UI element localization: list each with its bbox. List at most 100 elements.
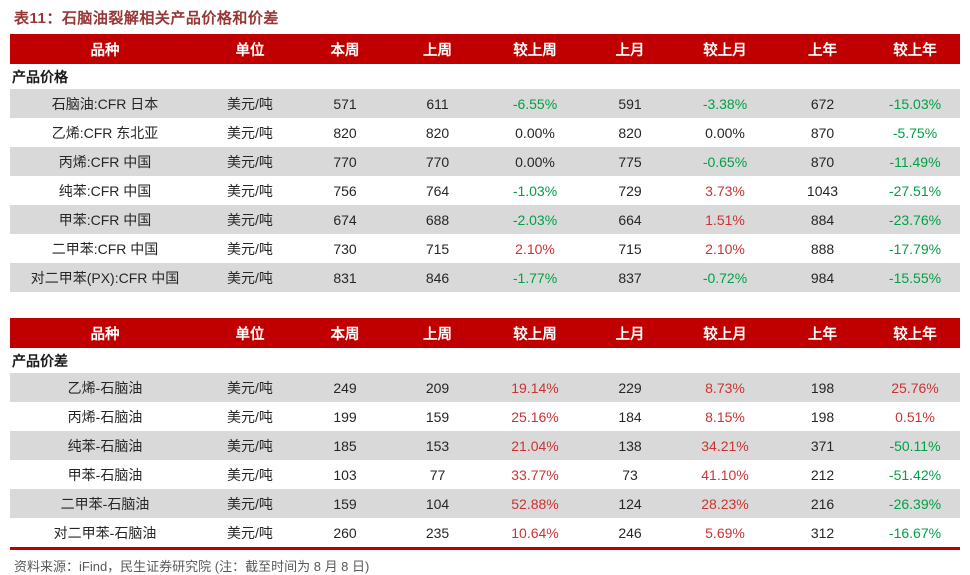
column-header: 上月 bbox=[585, 318, 675, 348]
value-cell: 770 bbox=[333, 153, 357, 170]
value-cell: 0.00% bbox=[515, 124, 555, 141]
product-name-cell: 甲苯-石脑油 bbox=[67, 466, 143, 483]
column-header: 较上年 bbox=[870, 318, 960, 348]
value-cell: 2.10% bbox=[705, 240, 745, 257]
value-cell: 249 bbox=[333, 379, 357, 396]
value-cell: 199 bbox=[333, 408, 357, 425]
section-label: 产品价格 bbox=[10, 64, 960, 89]
value-cell: 770 bbox=[425, 153, 450, 170]
value-cell: 820 bbox=[333, 124, 357, 141]
value-cell: 235 bbox=[425, 524, 450, 541]
column-header: 品种 bbox=[10, 318, 200, 348]
table-gap bbox=[10, 292, 960, 318]
product-price-table: 品种 单位 本周 上周 较上周 上月 较上月 上年 较上年 产品价格 石脑油:CFR 日本 美元/吨… bbox=[10, 34, 960, 292]
product-name-cell: 二甲苯-石脑油 bbox=[60, 495, 150, 512]
value-cell: 52.88% bbox=[511, 495, 559, 512]
value-cell: 984 bbox=[810, 269, 835, 286]
spread-table-header: 品种 单位 本周 上周 较上周 上月 较上月 上年 较上年 bbox=[10, 318, 960, 348]
value-cell: 103 bbox=[333, 466, 357, 483]
page-title: 表11：石脑油裂解相关产品价格和价差 bbox=[14, 10, 279, 27]
value-cell: -50.11% bbox=[889, 437, 941, 454]
table-row: 甲苯-石脑油 美元/吨 103 77 33.77% 73 41.10% 212 -51.42% bbox=[10, 460, 960, 489]
value-cell: 25.76% bbox=[891, 379, 939, 396]
value-cell: 美元/吨 bbox=[227, 124, 273, 141]
table-row: 纯苯:CFR 中国 美元/吨 756 764 -1.03% 729 3.73% 1043 -27… bbox=[10, 176, 960, 205]
value-cell: 5.69% bbox=[705, 524, 745, 541]
value-cell: -51.42% bbox=[888, 466, 942, 483]
value-cell: 831 bbox=[333, 269, 357, 286]
column-header: 单位 bbox=[200, 318, 300, 348]
value-cell: 美元/吨 bbox=[227, 466, 273, 483]
value-cell: 美元/吨 bbox=[227, 524, 273, 541]
table-row: 对二甲苯(PX):CFR 中国 美元/吨 831 846 -1.77% 837 -0.72%… bbox=[10, 263, 960, 292]
product-name-cell: 乙烯-石脑油 bbox=[67, 379, 143, 396]
value-cell: 21.04% bbox=[511, 437, 559, 454]
product-name-cell: 甲苯:CFR 中国 bbox=[58, 211, 152, 228]
table-row: 二甲苯:CFR 中国 美元/吨 730 715 2.10% 715 2.10% 888 -17.… bbox=[10, 234, 960, 263]
column-header: 本周 bbox=[300, 318, 390, 348]
value-cell: -3.38% bbox=[702, 95, 748, 112]
column-header: 上月 bbox=[585, 34, 675, 64]
value-cell: 212 bbox=[810, 466, 835, 483]
column-header: 单位 bbox=[200, 34, 300, 64]
column-header: 较上周 bbox=[485, 34, 585, 64]
value-cell: 870 bbox=[810, 124, 835, 141]
value-cell: 884 bbox=[810, 211, 835, 228]
value-cell: 198 bbox=[810, 408, 835, 425]
value-cell: 209 bbox=[425, 379, 450, 396]
value-cell: 0.00% bbox=[705, 124, 745, 141]
value-cell: 260 bbox=[333, 524, 357, 541]
section-row: 产品价差 bbox=[10, 348, 960, 373]
value-cell: 1.51% bbox=[705, 211, 745, 228]
value-cell: 124 bbox=[618, 495, 642, 512]
value-cell: -16.67% bbox=[888, 524, 942, 541]
value-cell: 870 bbox=[810, 153, 835, 170]
section-row: 产品价格 bbox=[10, 64, 960, 89]
value-cell: 820 bbox=[425, 124, 450, 141]
value-cell: 28.23% bbox=[701, 495, 749, 512]
table-row: 石脑油:CFR 日本 美元/吨 571 611 -6.55% 591 -3.38% 672 -1… bbox=[10, 89, 960, 118]
value-cell: 312 bbox=[810, 524, 835, 541]
value-cell: 715 bbox=[425, 240, 450, 257]
value-cell: 美元/吨 bbox=[227, 437, 273, 454]
value-cell: 571 bbox=[333, 95, 357, 112]
value-cell: 246 bbox=[618, 524, 642, 541]
value-cell: 756 bbox=[333, 182, 357, 199]
value-cell: 846 bbox=[425, 269, 450, 286]
table-row: 乙烯:CFR 东北亚 美元/吨 820 820 0.00% 820 0.00% 870 -5.7… bbox=[10, 118, 960, 147]
value-cell: -23.76% bbox=[888, 211, 942, 228]
product-name-cell: 纯苯:CFR 中国 bbox=[58, 182, 152, 199]
value-cell: 729 bbox=[618, 182, 642, 199]
value-cell: 美元/吨 bbox=[227, 269, 273, 286]
value-cell: -11.49% bbox=[889, 153, 941, 170]
price-table-header: 品种 单位 本周 上周 较上周 上月 较上月 上年 较上年 bbox=[10, 34, 960, 64]
value-cell: 美元/吨 bbox=[227, 240, 273, 257]
value-cell: 688 bbox=[425, 211, 450, 228]
source-note: 资料来源：iFind，民生证券研究院 (注：截至时间为 8 月 8 日) bbox=[14, 559, 370, 574]
column-header: 较上月 bbox=[675, 318, 775, 348]
value-cell: 611 bbox=[426, 95, 449, 112]
value-cell: 1043 bbox=[806, 182, 839, 199]
value-cell: 198 bbox=[810, 379, 835, 396]
column-header: 较上年 bbox=[870, 34, 960, 64]
value-cell: 138 bbox=[618, 437, 642, 454]
column-header: 上周 bbox=[390, 34, 485, 64]
column-header: 较上周 bbox=[485, 318, 585, 348]
table-row: 对二甲苯-石脑油 美元/吨 260 235 10.64% 246 5.69% 312 -16.6… bbox=[10, 518, 960, 547]
value-cell: 216 bbox=[810, 495, 835, 512]
value-cell: 美元/吨 bbox=[227, 95, 273, 112]
product-name-cell: 丙烯:CFR 中国 bbox=[58, 153, 152, 170]
value-cell: -6.55% bbox=[512, 95, 558, 112]
table-row: 纯苯-石脑油 美元/吨 185 153 21.04% 138 34.21% 371 -50.11… bbox=[10, 431, 960, 460]
column-header: 本周 bbox=[300, 34, 390, 64]
spread-table-body: 产品价差 乙烯-石脑油 美元/吨 249 209 19.14% 229 8.73% 198 25.… bbox=[10, 348, 960, 547]
value-cell: 775 bbox=[618, 153, 642, 170]
value-cell: -15.55% bbox=[888, 269, 942, 286]
product-name-cell: 丙烯-石脑油 bbox=[67, 408, 143, 425]
value-cell: -0.65% bbox=[702, 153, 748, 170]
value-cell: 104 bbox=[425, 495, 450, 512]
value-cell: 美元/吨 bbox=[227, 495, 273, 512]
value-cell: 美元/吨 bbox=[227, 153, 273, 170]
product-name-cell: 纯苯-石脑油 bbox=[67, 437, 143, 454]
